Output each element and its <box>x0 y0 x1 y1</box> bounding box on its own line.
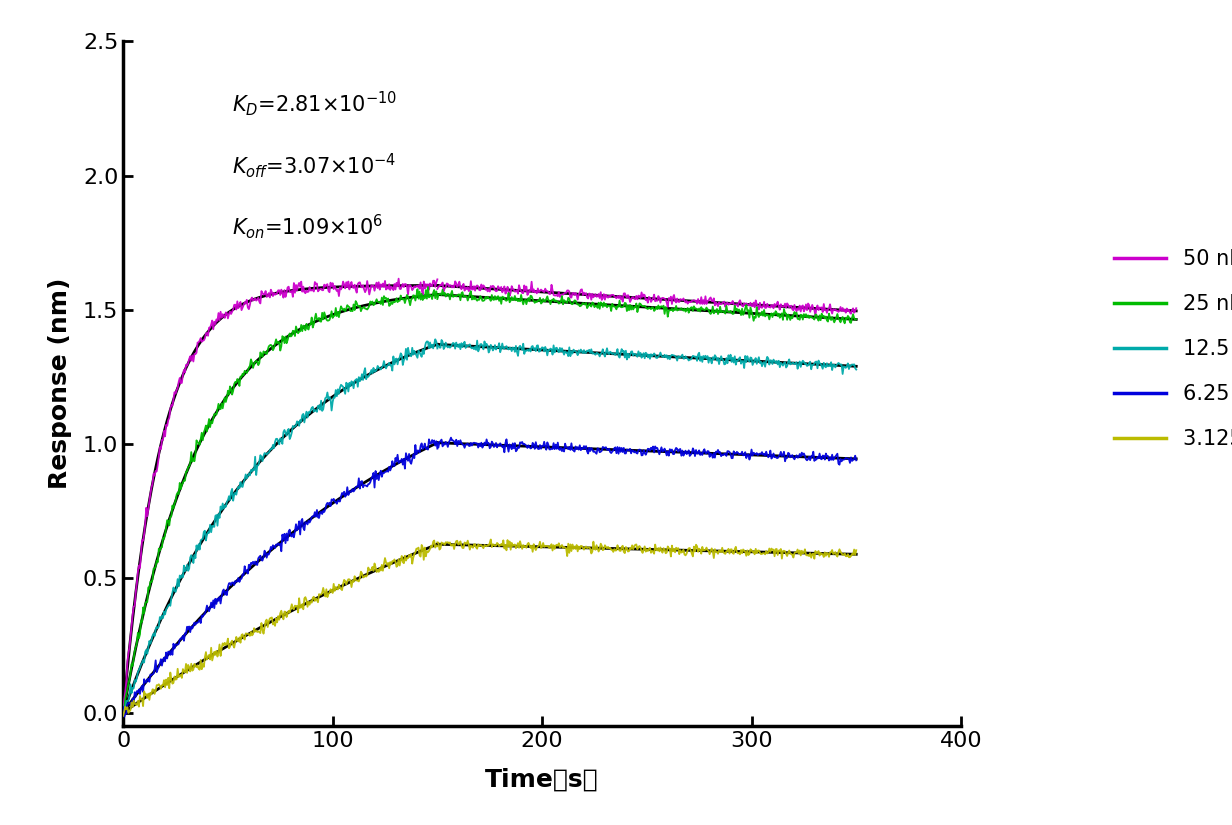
Legend: 50 nM, 25 nM, 12.5 nM, 6.25 nM, 3.125 nM: 50 nM, 25 nM, 12.5 nM, 6.25 nM, 3.125 nM <box>1114 249 1232 450</box>
Text: $K_{off}$=3.07×10$^{-4}$: $K_{off}$=3.07×10$^{-4}$ <box>232 151 397 180</box>
Text: $K_D$=2.81×10$^{-10}$: $K_D$=2.81×10$^{-10}$ <box>232 89 397 118</box>
X-axis label: Time（s）: Time（s） <box>485 767 599 791</box>
Text: $K_{on}$=1.09×10$^{6}$: $K_{on}$=1.09×10$^{6}$ <box>232 212 383 241</box>
Y-axis label: Response (nm): Response (nm) <box>48 278 71 489</box>
